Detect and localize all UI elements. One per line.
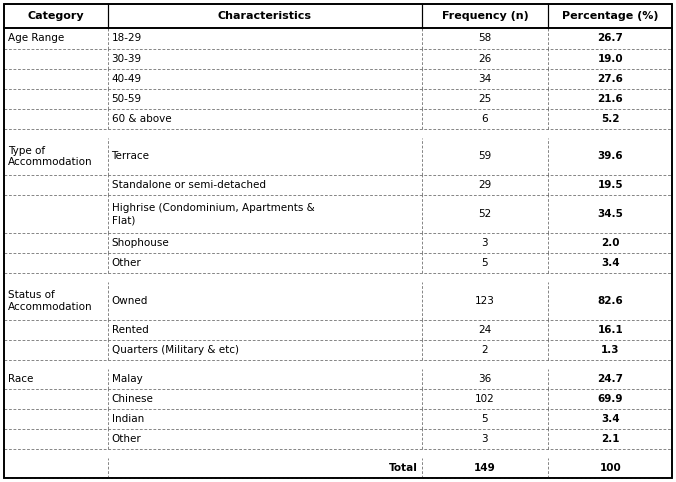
Text: Other: Other bbox=[112, 434, 141, 444]
Text: Type of
Accommodation: Type of Accommodation bbox=[8, 146, 93, 167]
Text: 26.7: 26.7 bbox=[598, 33, 623, 43]
Text: Characteristics: Characteristics bbox=[218, 11, 312, 21]
Text: 25: 25 bbox=[479, 94, 491, 104]
Text: 34.5: 34.5 bbox=[598, 209, 623, 219]
Text: 123: 123 bbox=[475, 296, 495, 306]
Text: 6: 6 bbox=[481, 114, 488, 123]
Text: 100: 100 bbox=[600, 463, 621, 473]
Text: Percentage (%): Percentage (%) bbox=[562, 11, 658, 21]
Text: 5.2: 5.2 bbox=[601, 114, 619, 123]
Text: Highrise (Condominium, Apartments &
Flat): Highrise (Condominium, Apartments & Flat… bbox=[112, 203, 314, 225]
Text: 58: 58 bbox=[479, 33, 491, 43]
Text: 36: 36 bbox=[479, 374, 491, 384]
Text: Total: Total bbox=[389, 463, 418, 473]
Text: Race: Race bbox=[8, 374, 33, 384]
Text: 30-39: 30-39 bbox=[112, 54, 142, 64]
Text: 50-59: 50-59 bbox=[112, 94, 142, 104]
Text: 5: 5 bbox=[481, 414, 488, 424]
Text: 19.5: 19.5 bbox=[598, 180, 623, 190]
Text: Standalone or semi-detached: Standalone or semi-detached bbox=[112, 180, 266, 190]
Text: 24.7: 24.7 bbox=[597, 374, 623, 384]
Text: 40-49: 40-49 bbox=[112, 74, 142, 83]
Text: Category: Category bbox=[28, 11, 84, 21]
Text: Malay: Malay bbox=[112, 374, 142, 384]
Text: 5: 5 bbox=[481, 258, 488, 268]
Text: Status of
Accommodation: Status of Accommodation bbox=[8, 290, 93, 312]
Text: 3: 3 bbox=[481, 434, 488, 444]
Text: 3.4: 3.4 bbox=[601, 258, 619, 268]
Text: Chinese: Chinese bbox=[112, 394, 153, 404]
Text: 27.6: 27.6 bbox=[598, 74, 623, 83]
Text: Indian: Indian bbox=[112, 414, 144, 424]
Text: Other: Other bbox=[112, 258, 141, 268]
Text: 3.4: 3.4 bbox=[601, 414, 619, 424]
Text: 26: 26 bbox=[479, 54, 491, 64]
Text: 52: 52 bbox=[479, 209, 491, 219]
Text: 21.6: 21.6 bbox=[598, 94, 623, 104]
Text: Frequency (n): Frequency (n) bbox=[441, 11, 529, 21]
Text: Terrace: Terrace bbox=[112, 151, 149, 161]
Text: 2.1: 2.1 bbox=[601, 434, 619, 444]
Text: 69.9: 69.9 bbox=[598, 394, 623, 404]
Text: Owned: Owned bbox=[112, 296, 148, 306]
Text: Rented: Rented bbox=[112, 325, 148, 335]
Text: 34: 34 bbox=[479, 74, 491, 83]
Text: 60 & above: 60 & above bbox=[112, 114, 171, 123]
Text: 2.0: 2.0 bbox=[601, 238, 619, 248]
Text: 82.6: 82.6 bbox=[598, 296, 623, 306]
Text: 102: 102 bbox=[475, 394, 495, 404]
Text: 16.1: 16.1 bbox=[598, 325, 623, 335]
Text: 2: 2 bbox=[481, 345, 488, 355]
Text: Shophouse: Shophouse bbox=[112, 238, 169, 248]
Text: Quarters (Military & etc): Quarters (Military & etc) bbox=[112, 345, 239, 355]
Text: 3: 3 bbox=[481, 238, 488, 248]
Text: Age Range: Age Range bbox=[8, 33, 64, 43]
Text: 1.3: 1.3 bbox=[601, 345, 619, 355]
Text: 149: 149 bbox=[474, 463, 496, 473]
Text: 19.0: 19.0 bbox=[598, 54, 623, 64]
Text: 24: 24 bbox=[479, 325, 491, 335]
Text: 39.6: 39.6 bbox=[598, 151, 623, 161]
Text: 18-29: 18-29 bbox=[112, 33, 142, 43]
Text: 59: 59 bbox=[479, 151, 491, 161]
Text: 29: 29 bbox=[479, 180, 491, 190]
